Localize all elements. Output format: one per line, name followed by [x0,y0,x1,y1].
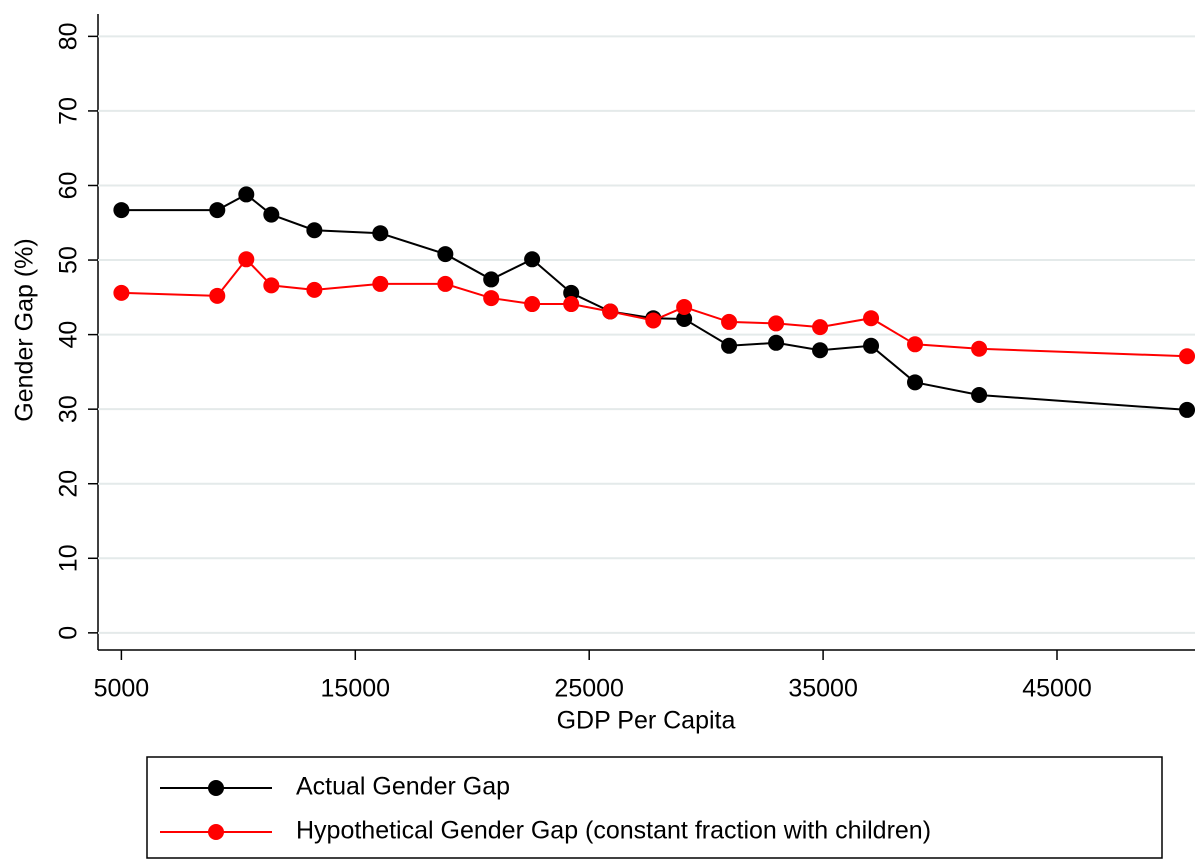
data-point [676,310,693,327]
data-point [238,251,255,268]
legend-label: Hypothetical Gender Gap (constant fracti… [296,817,931,845]
x-tick-label: 45000 [1022,675,1092,703]
x-tick-label: 25000 [554,675,624,703]
data-point [437,275,454,292]
data-point [1179,348,1195,365]
data-point [113,202,130,219]
series-line [121,193,1188,411]
data-point [524,296,541,313]
data-point [372,225,389,242]
data-point [721,313,738,330]
data-point [563,284,580,301]
legend-marker [208,780,224,796]
data-point [1179,401,1195,418]
data-point [483,271,500,288]
data-point [812,319,829,336]
legend-box [146,756,1163,859]
legend-label: Actual Gender Gap [296,773,510,801]
y-tick-label: 70 [55,97,83,125]
data-point [645,312,662,329]
data-point [483,290,500,307]
data-point [263,206,280,223]
data-point [372,275,389,292]
data-point [971,340,988,357]
data-point [863,337,880,354]
y-tick-label: 40 [55,321,83,349]
x-axis-title: GDP Per Capita [557,707,736,735]
data-point [209,202,226,219]
data-point [306,281,323,298]
y-tick-label: 10 [55,544,83,572]
legend-marker [208,824,224,840]
y-axis-title: Gender Gap (%) [11,238,39,421]
data-point [907,374,924,391]
x-tick-label: 5000 [94,675,150,703]
data-point [306,222,323,239]
data-point [238,186,255,203]
data-point [863,310,880,327]
series-line [121,257,1188,358]
data-point [971,387,988,404]
data-point [676,299,693,316]
y-tick-label: 30 [55,395,83,423]
x-tick-label: 35000 [788,675,858,703]
data-point [563,296,580,313]
y-tick-label: 20 [55,470,83,498]
data-point [907,336,924,353]
data-point [721,337,738,354]
data-point [768,334,785,351]
data-point [209,287,226,304]
data-point [263,277,280,294]
data-point [524,251,541,268]
y-tick-label: 60 [55,172,83,200]
x-tick-label: 15000 [321,675,391,703]
y-tick-label: 80 [55,22,83,50]
y-tick-label: 0 [55,626,83,640]
data-point [812,342,829,359]
data-point [768,315,785,332]
data-point [437,246,454,263]
data-point [113,284,130,301]
y-tick-label: 50 [55,246,83,274]
data-point [602,303,619,320]
